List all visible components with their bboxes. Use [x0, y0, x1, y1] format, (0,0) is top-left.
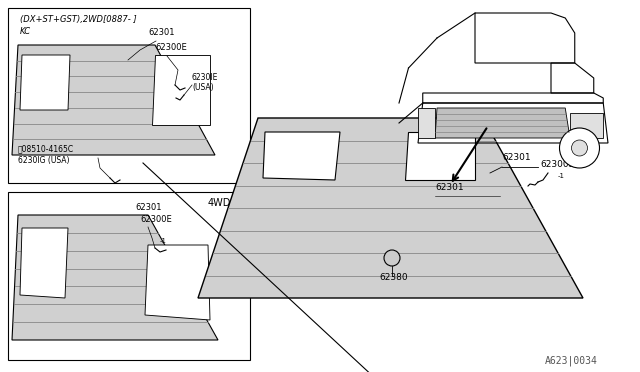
Polygon shape	[12, 45, 215, 155]
Text: 6230lE: 6230lE	[192, 73, 218, 82]
Text: Ⓝ08510-4165C: Ⓝ08510-4165C	[18, 144, 74, 153]
Polygon shape	[263, 132, 340, 180]
Text: 62300E: 62300E	[140, 215, 172, 224]
Text: 6230lG (USA): 6230lG (USA)	[18, 156, 70, 165]
Circle shape	[384, 250, 400, 266]
Polygon shape	[20, 228, 68, 298]
Text: 4WD: 4WD	[208, 198, 232, 208]
Text: 62301: 62301	[135, 203, 161, 212]
Text: 62300E: 62300E	[540, 160, 574, 169]
Text: -1: -1	[558, 173, 565, 179]
Text: 62380: 62380	[379, 273, 408, 282]
Text: A623|0034: A623|0034	[545, 355, 598, 366]
Bar	[8, 8, 250, 183]
Circle shape	[559, 128, 600, 168]
Text: 62300E: 62300E	[155, 43, 187, 52]
Polygon shape	[405, 132, 475, 180]
Text: 62301: 62301	[148, 28, 175, 37]
Text: -1: -1	[160, 238, 167, 244]
Text: 62301: 62301	[502, 153, 531, 162]
Polygon shape	[145, 245, 210, 320]
Text: (DX+ST+GST),2WD[0887- ]: (DX+ST+GST),2WD[0887- ]	[20, 15, 136, 24]
Text: (USA): (USA)	[192, 83, 214, 92]
Bar	[8, 192, 250, 360]
Bar	[570, 113, 604, 138]
Text: 62301: 62301	[435, 183, 463, 192]
Polygon shape	[435, 108, 570, 138]
Polygon shape	[152, 55, 210, 125]
Bar	[418, 108, 435, 138]
Text: KC: KC	[20, 27, 31, 36]
Circle shape	[572, 140, 588, 156]
Polygon shape	[12, 215, 218, 340]
Polygon shape	[20, 55, 70, 110]
Polygon shape	[198, 118, 583, 298]
